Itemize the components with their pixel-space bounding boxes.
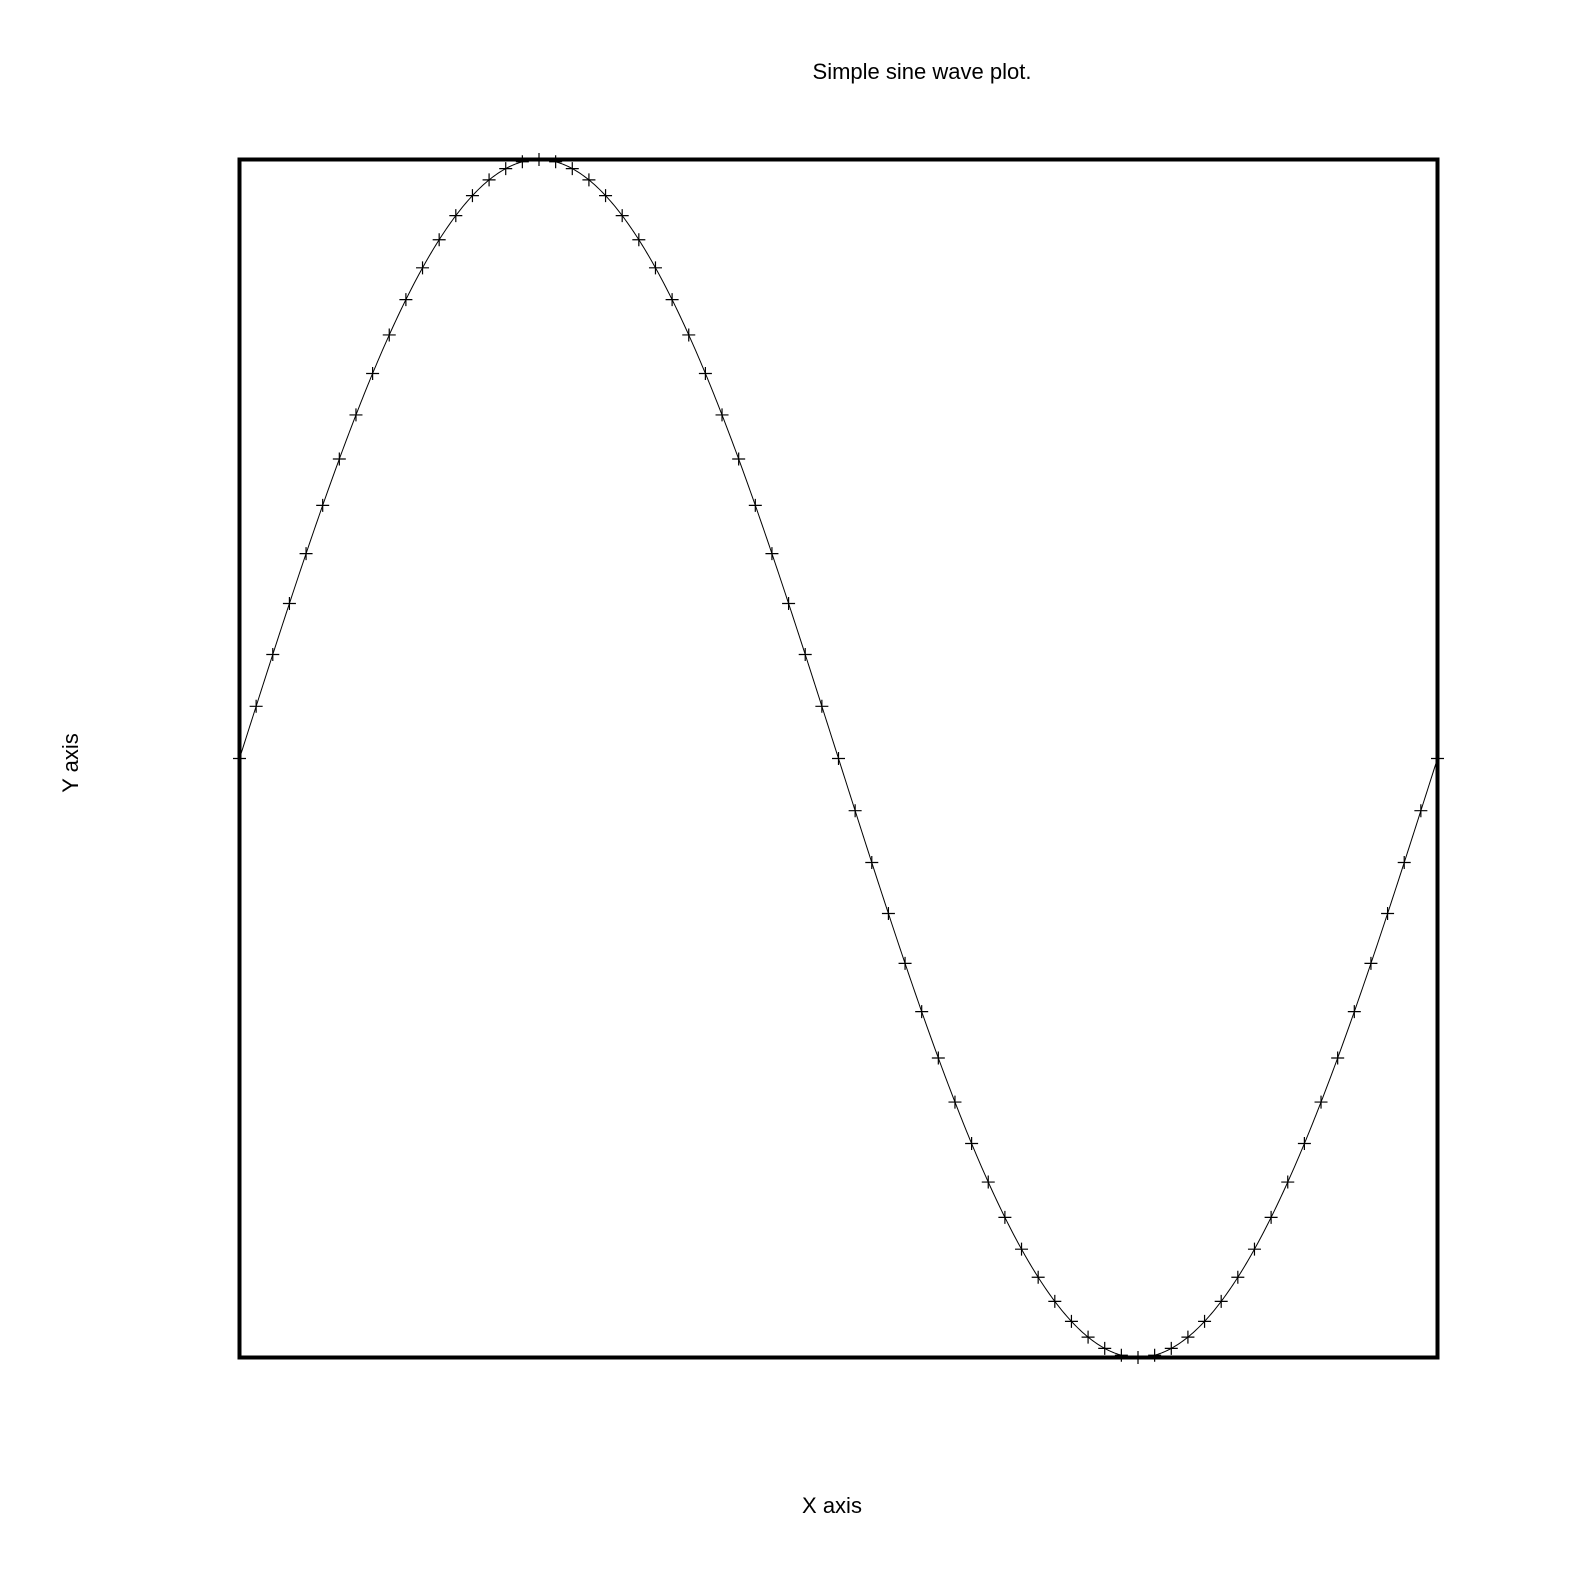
data-point (266, 647, 280, 661)
x-axis-label: X axis (802, 1493, 862, 1518)
data-point (648, 261, 662, 275)
data-point (682, 328, 696, 342)
data-point (1048, 1294, 1062, 1308)
chart-title: Simple sine wave plot. (813, 59, 1032, 84)
plot-area (233, 153, 1444, 1364)
data-point (848, 804, 862, 818)
data-point (1247, 1242, 1261, 1256)
data-point (1198, 1314, 1212, 1328)
data-point (898, 956, 912, 970)
data-point (615, 209, 629, 223)
data-point (399, 293, 413, 307)
data-point (798, 647, 812, 661)
data-point (715, 408, 729, 422)
data-point (815, 699, 829, 713)
data-point (865, 856, 879, 870)
data-point (1114, 1348, 1128, 1362)
data-point (249, 699, 263, 713)
data-point (515, 155, 529, 169)
data-point (382, 328, 396, 342)
data-point (449, 209, 463, 223)
data-point (1098, 1341, 1112, 1355)
data-point (599, 189, 613, 203)
data-point (349, 408, 363, 422)
data-point (499, 162, 513, 176)
data-point (698, 366, 712, 380)
data-point (981, 1175, 995, 1189)
plot-frame (237, 157, 1440, 1360)
data-point (1297, 1137, 1311, 1151)
data-point (665, 293, 679, 307)
data-point (765, 547, 779, 561)
data-point (1231, 1270, 1245, 1284)
data-point (881, 907, 895, 921)
data-point (1264, 1210, 1278, 1224)
data-point (1281, 1175, 1295, 1189)
data-point (332, 452, 346, 466)
data-point (1331, 1051, 1345, 1065)
data-point (1031, 1270, 1045, 1284)
data-point (632, 233, 646, 247)
y-axis-label: Y axis (58, 733, 83, 793)
data-point (565, 162, 579, 176)
data-point (366, 366, 380, 380)
data-point (948, 1095, 962, 1109)
data-point (782, 596, 796, 610)
data-point (316, 498, 330, 512)
data-point (1381, 907, 1395, 921)
data-point (1164, 1341, 1178, 1355)
data-point (432, 233, 446, 247)
data-point (482, 173, 496, 187)
data-point (1015, 1242, 1029, 1256)
data-point (416, 261, 430, 275)
data-point (282, 596, 296, 610)
data-point (748, 498, 762, 512)
data-point (732, 452, 746, 466)
data-point (931, 1051, 945, 1065)
data-point (299, 547, 313, 561)
data-point (1314, 1095, 1328, 1109)
data-point (998, 1210, 1012, 1224)
data-point (549, 155, 563, 169)
data-point (1181, 1330, 1195, 1344)
data-point (832, 752, 845, 765)
data-point (915, 1005, 929, 1019)
data-point (1414, 804, 1428, 818)
data-point (1064, 1314, 1078, 1328)
data-point (582, 173, 596, 187)
data-point (1081, 1330, 1095, 1344)
data-point (1397, 856, 1411, 870)
data-point (465, 189, 479, 203)
data-point (1347, 1005, 1361, 1019)
data-point (965, 1137, 979, 1151)
data-point (1364, 956, 1378, 970)
data-point (1214, 1294, 1228, 1308)
data-point (1148, 1348, 1162, 1362)
